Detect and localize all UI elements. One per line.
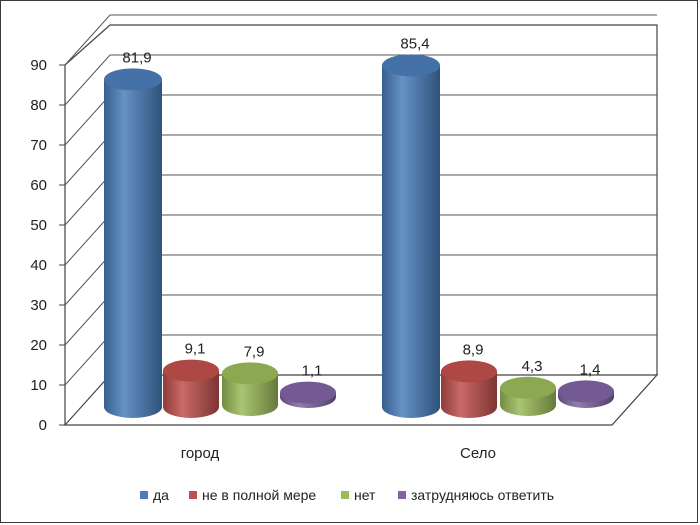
legend: да не в полной мере нет затрудняюсь ответит… (140, 487, 554, 503)
data-label: 81,9 (122, 49, 151, 66)
bar-body (441, 371, 497, 418)
bar-body (104, 79, 162, 419)
bar-top (441, 360, 497, 383)
back-wall (64, 24, 658, 375)
legend-item: да (140, 487, 169, 503)
bar-top (558, 380, 614, 403)
data-label: 1,1 (302, 363, 323, 380)
legend-swatch (140, 491, 148, 499)
y-tick-label: 40 (30, 257, 47, 274)
y-tick-label: 20 (30, 337, 47, 354)
bar-body (163, 370, 219, 418)
gridline (64, 14, 657, 66)
y-tick-label: 90 (30, 57, 47, 74)
legend-swatch (189, 491, 197, 499)
x-category-label: город (181, 445, 220, 462)
legend-item: не в полной мере (189, 487, 316, 503)
legend-label: затрудняюсь ответить (411, 487, 554, 503)
bar-нет-1 (500, 376, 556, 416)
legend-label: нет (354, 487, 376, 503)
legend-item: нет (341, 487, 376, 503)
y-axis: 0 10 20 30 40 50 60 70 80 90 (30, 57, 65, 434)
y-tick-label: 70 (30, 137, 47, 154)
bar-top (500, 376, 556, 399)
y-tick-label: 0 (39, 417, 47, 434)
data-label: 9,1 (185, 341, 206, 358)
bar-да-1 (382, 54, 440, 419)
x-category-label: Село (460, 445, 496, 462)
legend-swatch (341, 491, 349, 499)
y-tick-label: 30 (30, 297, 47, 314)
bar-top (382, 54, 440, 77)
legend-label: да (153, 487, 169, 503)
bar-не-в-полной-мере-1 (441, 360, 497, 418)
bar-top (163, 359, 219, 382)
bar-да-0 (104, 68, 162, 419)
gridline (64, 54, 657, 106)
bar-нет-0 (222, 362, 278, 416)
bar-body (222, 373, 278, 416)
y-tick-label: 60 (30, 177, 47, 194)
legend-swatch (398, 491, 406, 499)
bar-top (280, 381, 336, 404)
bar-top (222, 362, 278, 385)
y-tick-label: 10 (30, 377, 47, 394)
data-label: 4,3 (522, 358, 543, 375)
legend-label: не в полной мере (202, 487, 316, 503)
bar-не-в-полной-мере-0 (163, 359, 219, 418)
bar-затрудняюсь-ответить-1 (558, 380, 614, 408)
bars: 81,9 9,1 7,9 1,1 85,4 8,9 4,3 1,4 (104, 35, 614, 419)
data-label: 8,9 (463, 341, 484, 358)
y-tick-label: 80 (30, 97, 47, 114)
y-tick-label: 50 (30, 217, 47, 234)
bar-затрудняюсь-ответить-0 (280, 381, 336, 408)
legend-item: затрудняюсь ответить (398, 487, 554, 503)
data-label: 7,9 (244, 343, 265, 360)
x-axis: город Село (181, 445, 496, 462)
bar-body (382, 65, 440, 419)
bar-top (104, 68, 162, 91)
data-label: 1,4 (580, 361, 601, 378)
data-label: 85,4 (400, 35, 429, 52)
